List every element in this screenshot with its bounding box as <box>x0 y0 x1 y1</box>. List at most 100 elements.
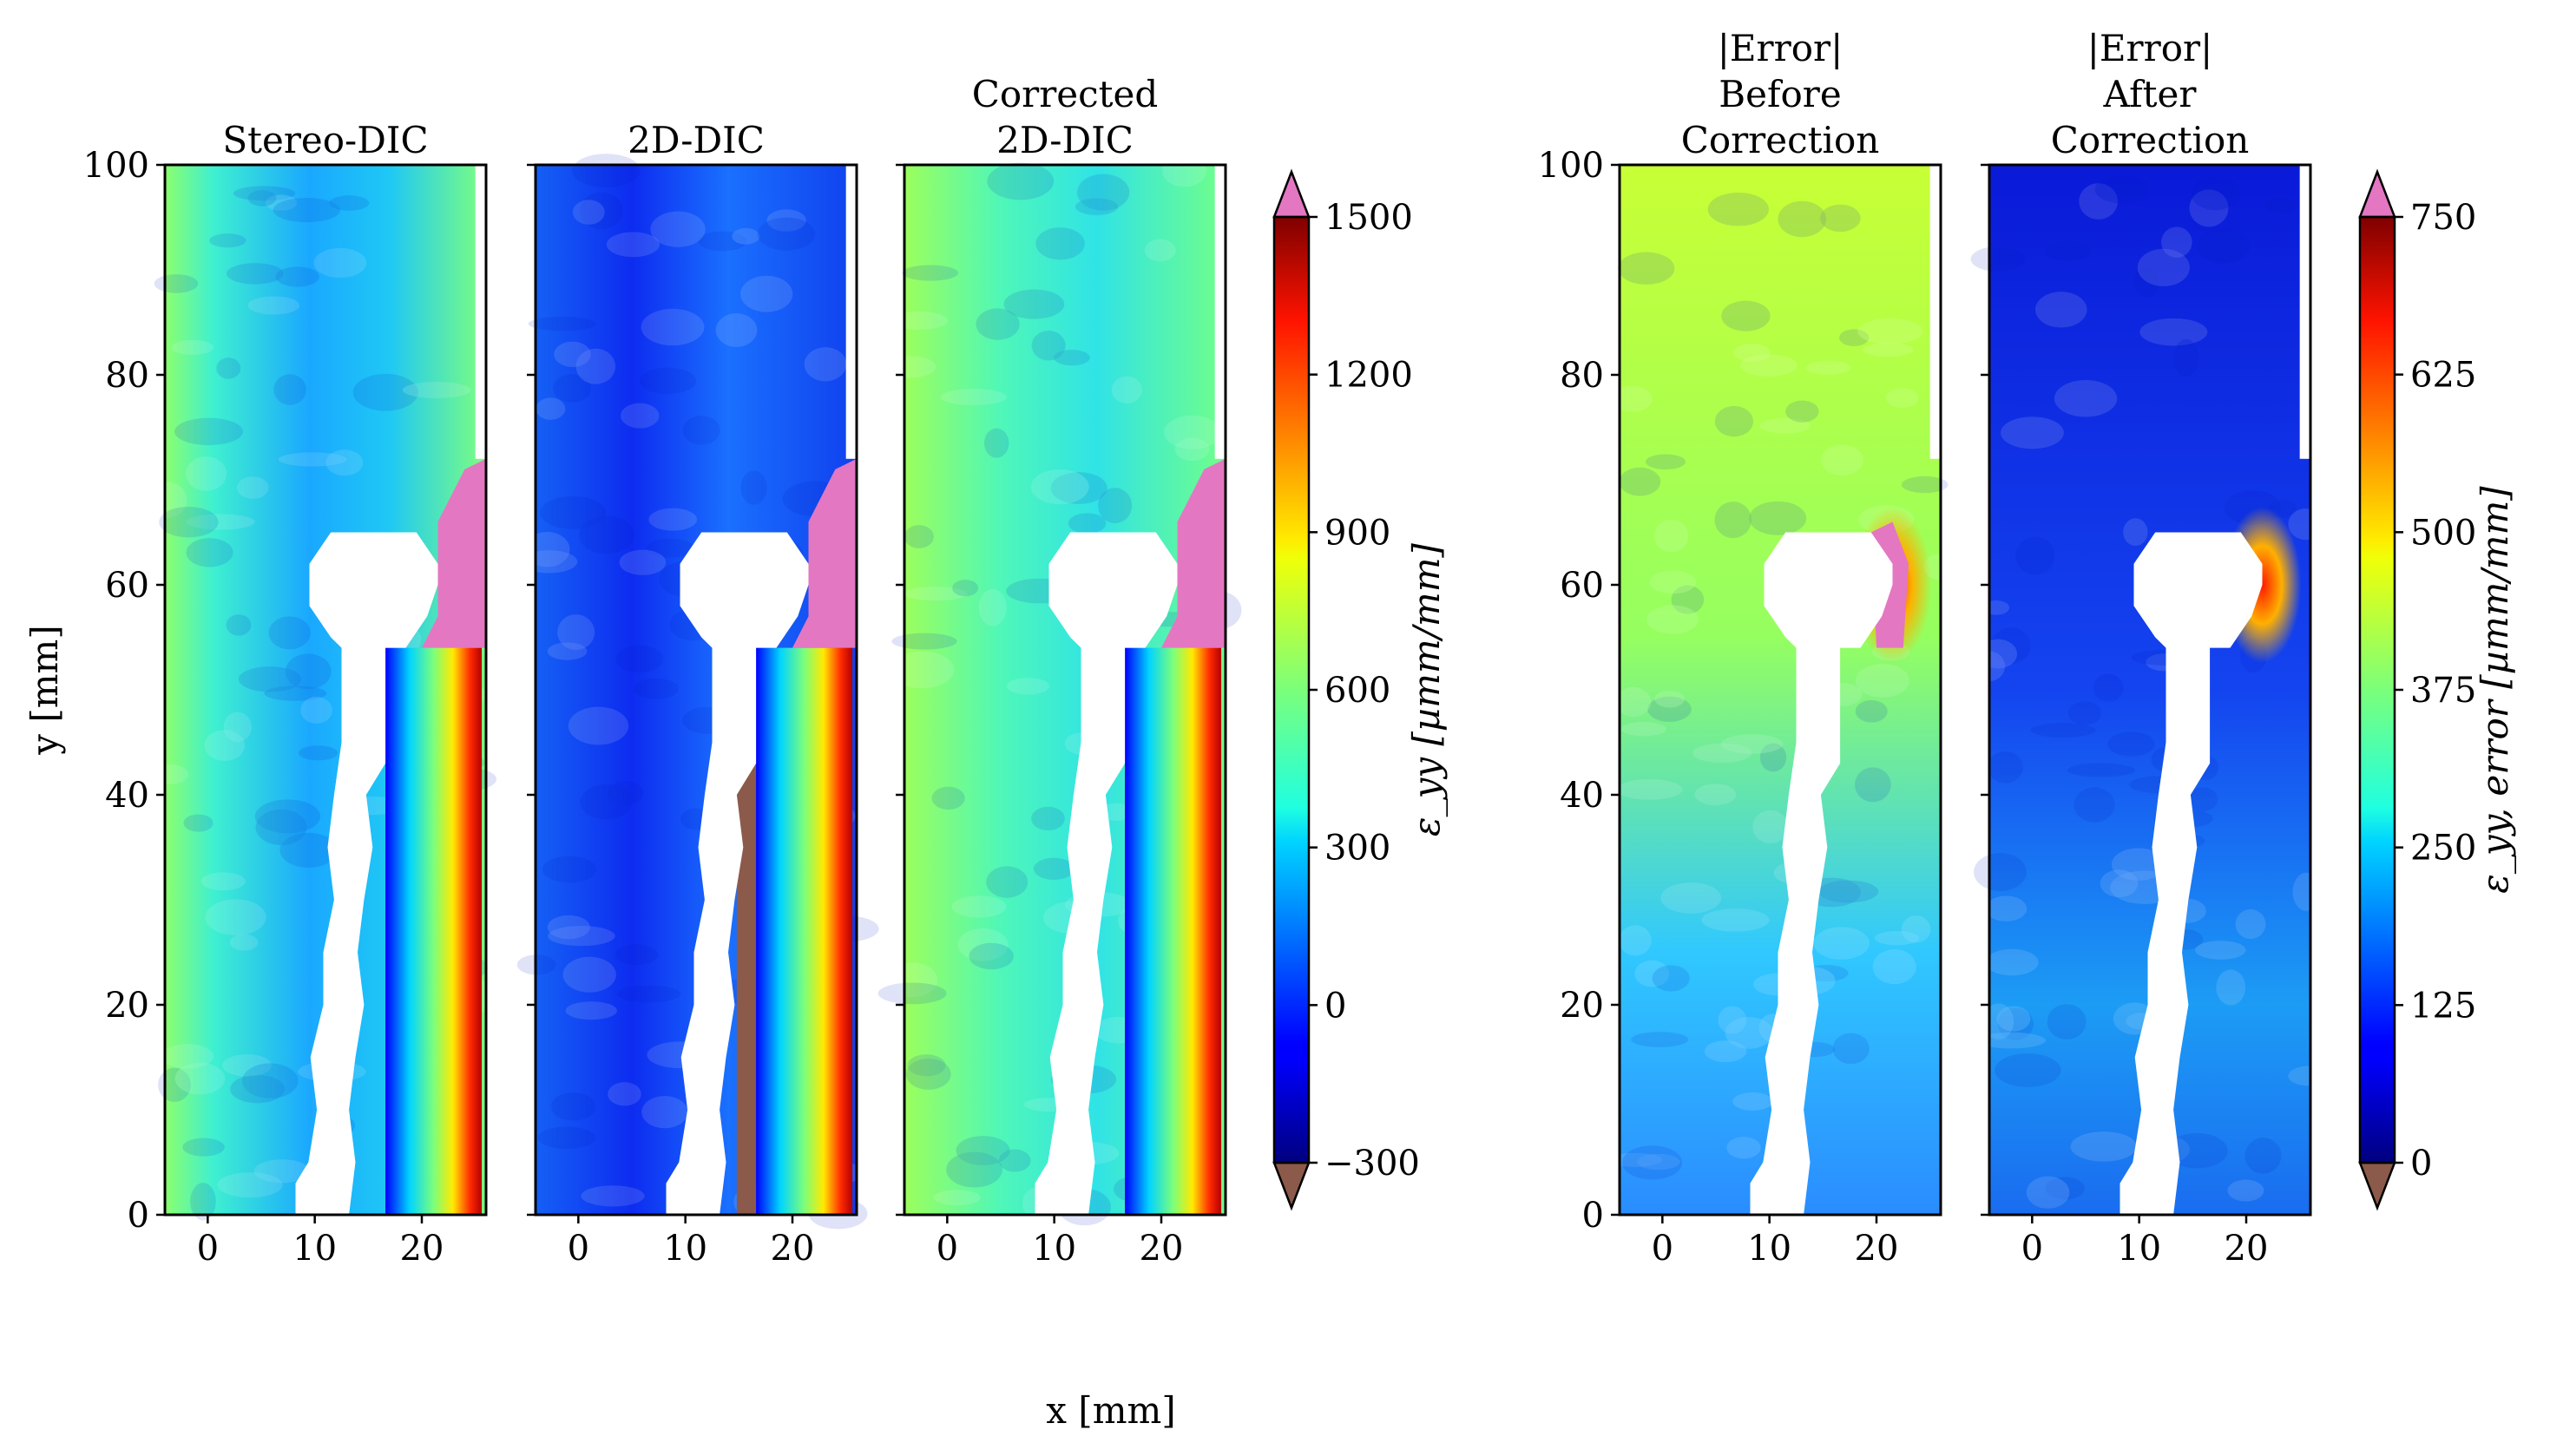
texture-blob <box>1033 857 1075 880</box>
texture-blob <box>891 633 957 650</box>
y-tick-label: 100 <box>83 146 149 186</box>
texture-blob <box>1759 743 1787 772</box>
texture-blob <box>1164 415 1221 449</box>
colorbars-layer: −300 0 300 600 900 1200 1500 ε_yy [µmm/mm] 0 125 2… <box>1272 168 2516 1211</box>
colorbar-over-triangle <box>2358 168 2396 219</box>
colorbar-tick-label: 300 <box>1324 829 1390 869</box>
texture-blob <box>2288 1066 2330 1086</box>
texture-blob <box>2094 175 2149 204</box>
x-tick-label: 0 <box>2021 1229 2043 1269</box>
texture-blob <box>1985 948 2039 976</box>
panel-frame <box>163 163 488 1217</box>
texture-blob <box>614 944 659 966</box>
texture-blob <box>641 308 705 346</box>
texture-blob <box>2070 1131 2138 1162</box>
texture-blob <box>1995 1053 2061 1087</box>
texture-blob <box>1619 467 1661 496</box>
texture-blob <box>216 357 241 379</box>
texture-blob <box>1739 354 1797 377</box>
texture-blob <box>238 666 302 692</box>
texture-blob <box>2137 248 2190 286</box>
x-tick-label: 10 <box>1747 1229 1791 1269</box>
texture-blob <box>255 809 307 846</box>
texture-blob <box>2111 848 2166 881</box>
over-range-region <box>792 458 857 648</box>
texture-blob <box>1732 343 1771 362</box>
x-tick-label: 20 <box>1140 1229 1184 1269</box>
texture-blob <box>572 154 641 188</box>
texture-blob <box>2074 787 2115 823</box>
texture-blob <box>264 685 327 701</box>
texture-blob <box>1818 880 1879 903</box>
texture-blob <box>978 588 1007 626</box>
texture-blob <box>2015 536 2055 575</box>
texture-blob <box>2093 673 2124 702</box>
texture-blob <box>2100 869 2139 898</box>
texture-blob <box>2067 763 2135 777</box>
texture-blob <box>1619 925 1652 956</box>
texture-blob <box>682 416 720 445</box>
texture-blob <box>223 712 252 743</box>
texture-blob <box>1874 930 1920 946</box>
texture-blob <box>2264 198 2298 213</box>
texture-blob <box>1003 289 1065 319</box>
texture-blob <box>329 195 370 211</box>
texture-blob <box>904 587 968 601</box>
y-tick-label: 80 <box>105 356 149 396</box>
texture-blob <box>171 339 214 355</box>
texture-blob <box>1996 1006 2031 1032</box>
colorbar-label: ε_yy [µmm/mm] <box>1405 542 1448 836</box>
strain-band <box>385 647 483 1215</box>
texture-blob <box>557 614 595 651</box>
y-tick-label: 20 <box>105 986 149 1026</box>
specimen-cutout <box>295 532 438 1215</box>
texture-blob <box>1694 784 1737 806</box>
texture-blob <box>641 1096 688 1129</box>
y-tick-label: 20 <box>1560 986 1604 1026</box>
texture-blob <box>300 696 332 724</box>
texture-blob <box>1857 318 1923 344</box>
masked-edge <box>2299 165 2310 459</box>
texture-blob <box>1820 204 1861 233</box>
texture-blob <box>1634 960 1670 987</box>
texture-blob <box>325 449 364 476</box>
texture-blob <box>1855 664 1909 698</box>
colorbar-tick-label: 0 <box>1324 986 1346 1026</box>
texture-blob <box>2292 872 2320 911</box>
texture-blob <box>236 476 269 499</box>
texture-blob <box>715 313 758 347</box>
texture-blob <box>619 549 667 575</box>
texture-blob <box>547 642 588 660</box>
texture-blob <box>983 428 1009 458</box>
texture-blob <box>2195 941 2246 960</box>
texture-blob <box>539 495 607 529</box>
texture-blob <box>2034 292 2087 328</box>
panel-title: |Error| <box>2087 27 2212 69</box>
x-tick-label: 10 <box>1032 1229 1076 1269</box>
texture-blob <box>205 899 266 936</box>
texture-blob <box>149 764 189 784</box>
texture-blob <box>2030 723 2096 738</box>
texture-blob <box>2235 908 2266 940</box>
texture-blob <box>1144 239 1176 262</box>
texture-blob <box>951 895 1007 918</box>
texture-blob <box>1855 699 1888 723</box>
panel-title: Correction <box>2051 119 2250 161</box>
y-tick-label: 60 <box>105 566 149 606</box>
texture-blob <box>1714 502 1752 539</box>
texture-blob <box>616 985 681 1003</box>
texture-blob <box>253 1159 311 1184</box>
texture-blob <box>1616 778 1683 800</box>
texture-blob <box>946 1151 1002 1188</box>
texture-blob <box>884 356 937 378</box>
texture-blob <box>1983 1003 2014 1040</box>
texture-blob <box>740 275 793 312</box>
texture-blob <box>159 506 219 538</box>
texture-blob <box>161 1043 214 1069</box>
texture-blob <box>766 209 806 232</box>
texture-blob <box>1637 1153 1680 1171</box>
specimen-cutout <box>2120 532 2263 1215</box>
texture-blob <box>2173 338 2199 377</box>
